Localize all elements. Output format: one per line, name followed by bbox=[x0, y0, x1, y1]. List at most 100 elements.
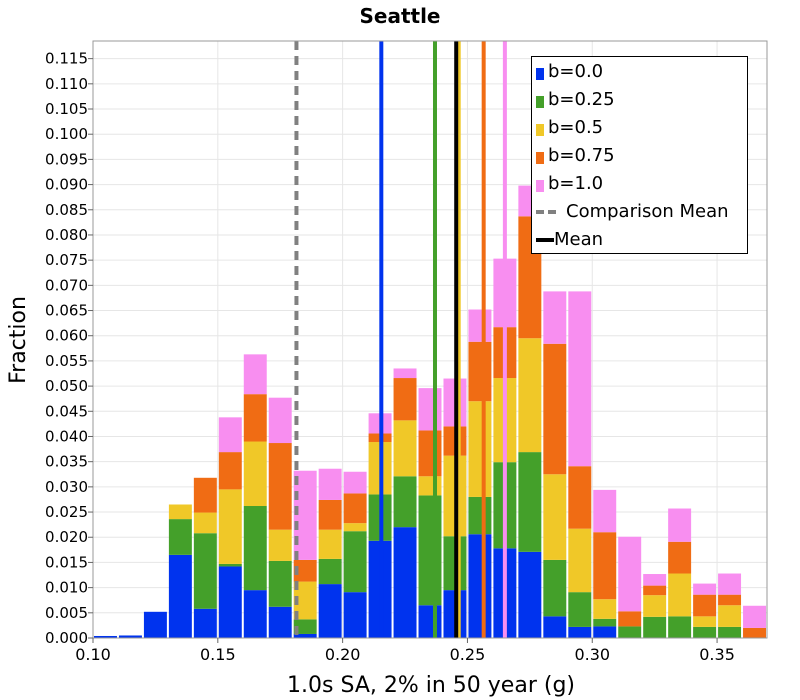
y-tick-label: 0.040 bbox=[45, 427, 88, 445]
y-tick-label: 0.110 bbox=[45, 75, 88, 93]
bar-segment bbox=[743, 627, 766, 638]
y-tick-label: 0.080 bbox=[45, 226, 88, 244]
bar-segment bbox=[593, 618, 617, 627]
x-axis-ticks: 0.10 0.15 0.20 0.25 0.30 0.35 bbox=[75, 638, 735, 664]
bar-segment bbox=[668, 541, 692, 574]
legend-swatch-b0 bbox=[536, 68, 544, 80]
bar-segment bbox=[268, 606, 292, 638]
bar-segment bbox=[268, 560, 292, 607]
legend-dash-line bbox=[536, 210, 556, 214]
bar-segment bbox=[193, 533, 217, 609]
y-tick-label: 0.050 bbox=[45, 377, 88, 395]
x-tick-label: 0.20 bbox=[325, 645, 361, 664]
chart-title: Seattle bbox=[359, 4, 440, 28]
bar-segment bbox=[94, 635, 117, 638]
bar-segment bbox=[743, 605, 766, 628]
bar-segment bbox=[293, 470, 317, 560]
y-tick-label: 0.075 bbox=[45, 251, 88, 269]
axes bbox=[92, 40, 768, 639]
legend-label: b=1.0 bbox=[548, 173, 604, 194]
bar-segment bbox=[168, 504, 192, 520]
bar-segment bbox=[293, 559, 317, 582]
bar-segment bbox=[318, 558, 342, 585]
bar-segment bbox=[168, 554, 192, 638]
legend-item-mean: Mean bbox=[532, 227, 747, 253]
x-tick-label: 0.10 bbox=[75, 645, 111, 664]
legend-swatch-b075 bbox=[536, 152, 544, 164]
legend-item-b025: b=0.25 bbox=[532, 87, 747, 113]
bar-segment bbox=[343, 523, 367, 532]
legend-label: Comparison Mean bbox=[566, 201, 729, 222]
legend-item-b0: b=0.0 bbox=[532, 59, 747, 85]
y-tick-label: 0.070 bbox=[45, 276, 88, 294]
bar-segment bbox=[418, 605, 442, 638]
x-tick-label: 0.25 bbox=[450, 645, 486, 664]
y-tick-label: 0.035 bbox=[45, 453, 88, 471]
y-tick-label: 0.055 bbox=[45, 352, 88, 370]
bar-segment bbox=[293, 633, 317, 638]
x-tick-label: 0.15 bbox=[200, 645, 236, 664]
bar-segment bbox=[393, 368, 417, 379]
bar-segment bbox=[418, 388, 442, 431]
bar-segment bbox=[468, 534, 492, 638]
mean-lines bbox=[294, 41, 507, 638]
y-tick-label: 0.020 bbox=[45, 528, 88, 546]
y-tick-label: 0.065 bbox=[45, 302, 88, 320]
y-tick-label: 0.085 bbox=[45, 201, 88, 219]
bar-segment bbox=[643, 616, 667, 638]
legend-label: b=0.0 bbox=[548, 61, 604, 82]
y-tick-label: 0.105 bbox=[45, 100, 88, 118]
y-tick-label: 0.015 bbox=[45, 553, 88, 571]
bar-segment bbox=[643, 585, 667, 596]
bar-segment bbox=[243, 590, 267, 638]
bar-segment bbox=[568, 626, 592, 638]
legend-swatch-b1 bbox=[536, 180, 544, 192]
bar-segment bbox=[393, 378, 417, 421]
y-axis-label: Fraction bbox=[6, 296, 31, 384]
bar-segment bbox=[543, 343, 567, 475]
bar-segment bbox=[418, 476, 442, 496]
bar-segment bbox=[218, 563, 242, 567]
plot-frame bbox=[92, 40, 768, 639]
bar-segment bbox=[468, 496, 492, 535]
bar-segment bbox=[143, 611, 167, 638]
y-tick-label: 0.010 bbox=[45, 579, 88, 597]
bar-segment bbox=[468, 309, 492, 342]
y-tick-label: 0.100 bbox=[45, 125, 88, 143]
legend-item-b1: b=1.0 bbox=[532, 171, 747, 197]
bar-segment bbox=[343, 531, 367, 593]
bar-segment bbox=[643, 595, 667, 617]
bar-segment bbox=[393, 420, 417, 477]
y-tick-label: 0.025 bbox=[45, 503, 88, 521]
y-tick-label: 0.095 bbox=[45, 150, 88, 168]
bar-segment bbox=[318, 499, 342, 530]
bar-segment bbox=[718, 594, 742, 606]
y-axis-ticks: 0.000 0.005 0.010 0.015 0.020 0.025 0.030 0.035… bbox=[45, 50, 93, 647]
bar-segment bbox=[593, 532, 617, 600]
bar-segment bbox=[318, 584, 342, 638]
bar-segment bbox=[468, 341, 492, 402]
bar-segment bbox=[243, 506, 267, 591]
legend-swatch-b025 bbox=[536, 96, 544, 108]
bar-segment bbox=[318, 529, 342, 559]
bar-segment bbox=[518, 452, 542, 552]
bar-segment bbox=[118, 635, 142, 638]
bar-segment bbox=[593, 626, 617, 638]
bar-segment bbox=[343, 471, 367, 494]
bar-segment bbox=[468, 401, 492, 497]
bar-segment bbox=[293, 581, 317, 620]
bar-segment bbox=[243, 441, 267, 507]
bar-segment bbox=[268, 529, 292, 561]
y-tick-label: 0.115 bbox=[45, 50, 88, 68]
bar-segment bbox=[543, 474, 567, 560]
legend-item-comparison-mean: Comparison Mean bbox=[532, 199, 747, 225]
y-tick-label: 0.005 bbox=[45, 604, 88, 622]
bar-segment bbox=[543, 616, 567, 638]
bar-segment bbox=[243, 394, 267, 442]
legend-label: b=0.25 bbox=[548, 89, 615, 110]
bar-segment bbox=[693, 594, 717, 617]
bar-segment bbox=[193, 477, 217, 513]
legend-solid-line bbox=[536, 238, 554, 242]
bar-segment bbox=[568, 528, 592, 593]
bar-segment bbox=[293, 619, 317, 634]
